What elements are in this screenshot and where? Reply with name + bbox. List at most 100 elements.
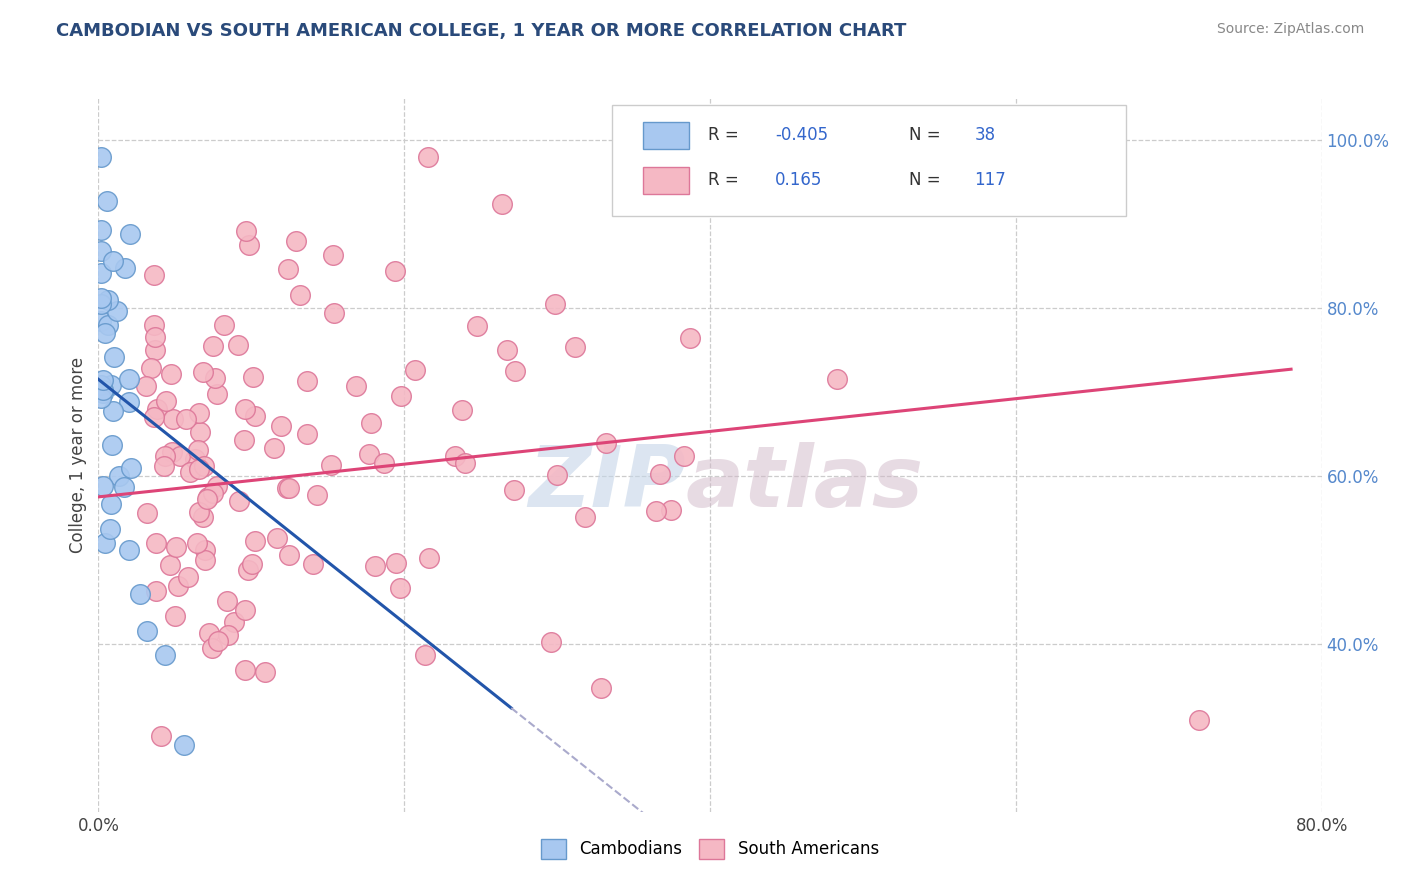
Point (98, 522, 121, 536)
Point (205, 386, 228, 401)
Point (233, 401, 256, 416)
Point (155, 648, 177, 662)
Point (825, 372, 848, 386)
Point (160, 444, 183, 458)
Point (97, 293, 120, 307)
Point (153, 449, 176, 463)
Point (90, 223, 112, 237)
Point (253, 665, 276, 680)
Point (503, 483, 526, 498)
Point (120, 227, 142, 241)
Point (278, 482, 301, 496)
Point (595, 436, 617, 450)
Point (305, 488, 328, 502)
FancyBboxPatch shape (643, 167, 689, 194)
Point (120, 460, 142, 475)
Point (207, 633, 229, 648)
Point (1188, 713, 1211, 727)
Point (90, 377, 112, 392)
Point (242, 370, 264, 384)
Point (193, 458, 215, 473)
Text: atlas: atlas (686, 442, 924, 525)
Point (108, 468, 131, 483)
Point (444, 449, 467, 463)
Point (90, 266, 112, 280)
Point (143, 329, 166, 343)
Point (143, 410, 166, 425)
Point (322, 247, 344, 261)
Point (243, 409, 266, 424)
Text: 117: 117 (974, 171, 1007, 189)
Point (100, 378, 122, 392)
Point (238, 238, 260, 252)
Point (103, 350, 125, 364)
Point (226, 338, 249, 352)
Point (146, 402, 169, 417)
Point (162, 412, 184, 426)
Point (186, 536, 208, 550)
Point (645, 503, 668, 517)
Point (187, 442, 209, 457)
Point (297, 427, 319, 442)
Point (319, 458, 342, 473)
Point (169, 449, 191, 463)
Point (197, 490, 219, 504)
Point (648, 467, 671, 481)
Point (91, 373, 114, 387)
Point (114, 261, 136, 276)
Point (183, 451, 205, 466)
Legend: Cambodians, South Americans: Cambodians, South Americans (536, 834, 884, 864)
Point (118, 372, 141, 386)
Point (136, 624, 159, 639)
Text: N =: N = (910, 127, 946, 145)
Point (233, 434, 256, 448)
Point (155, 394, 177, 409)
Point (194, 553, 217, 567)
Point (160, 367, 183, 381)
Point (145, 583, 167, 598)
Point (505, 364, 527, 378)
Text: Source: ZipAtlas.com: Source: ZipAtlas.com (1216, 22, 1364, 37)
Point (188, 504, 211, 518)
Point (188, 406, 211, 420)
Text: R =: R = (707, 171, 744, 189)
Text: ZIP: ZIP (527, 442, 686, 525)
Point (143, 343, 166, 358)
Point (101, 438, 124, 452)
Point (163, 609, 186, 624)
Point (159, 558, 181, 572)
Point (263, 441, 285, 455)
Point (90, 291, 112, 305)
Point (94, 536, 117, 550)
Point (204, 370, 226, 384)
Text: R =: R = (707, 127, 744, 145)
Point (451, 403, 474, 417)
Point (96, 194, 118, 209)
Point (191, 365, 214, 379)
Point (233, 603, 256, 617)
Point (233, 663, 256, 677)
Point (103, 404, 125, 418)
Point (100, 498, 122, 512)
Point (91, 479, 114, 493)
Point (145, 536, 167, 550)
Text: 38: 38 (974, 127, 995, 145)
Point (90, 391, 112, 405)
Point (496, 343, 519, 358)
Point (540, 635, 562, 649)
Point (188, 425, 211, 439)
Text: -0.405: -0.405 (775, 127, 828, 145)
Point (90, 296, 112, 310)
Point (357, 447, 380, 461)
Point (360, 416, 382, 430)
Point (290, 288, 312, 302)
Point (188, 462, 211, 476)
Point (212, 318, 235, 332)
Point (465, 318, 488, 333)
Point (173, 738, 195, 752)
Point (194, 542, 217, 557)
Point (142, 318, 165, 332)
Point (217, 593, 239, 607)
Point (323, 306, 346, 320)
Point (222, 615, 245, 629)
